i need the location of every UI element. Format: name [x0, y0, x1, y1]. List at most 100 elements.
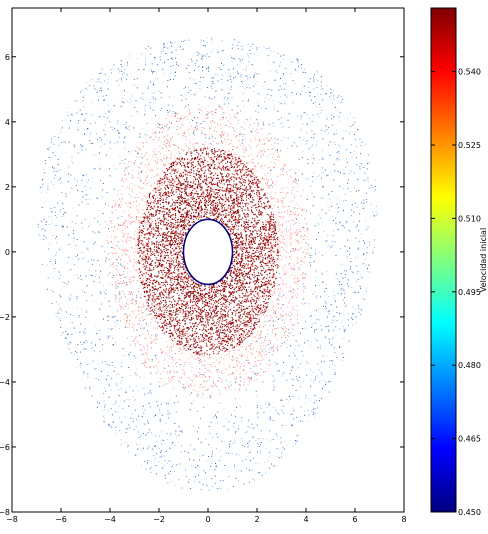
scatter-point	[279, 78, 282, 80]
scatter-point	[190, 370, 193, 372]
scatter-point	[131, 247, 133, 249]
scatter-point	[208, 69, 210, 71]
scatter-point	[139, 177, 141, 180]
scatter-point	[73, 178, 76, 180]
scatter-point	[256, 334, 258, 336]
scatter-point	[117, 68, 120, 70]
scatter-point	[330, 304, 332, 306]
scatter-point	[136, 329, 138, 331]
scatter-point	[102, 284, 104, 286]
scatter-point	[193, 116, 195, 118]
scatter-point	[243, 104, 246, 106]
scatter-point	[237, 47, 239, 50]
scatter-point	[219, 160, 221, 163]
scatter-point	[187, 87, 190, 89]
scatter-point	[359, 285, 361, 287]
scatter-point	[149, 269, 151, 271]
scatter-point	[255, 177, 257, 179]
scatter-point	[210, 120, 212, 122]
scatter-point	[262, 283, 264, 286]
scatter-point	[261, 474, 263, 476]
scatter-point	[76, 180, 78, 182]
scatter-point	[245, 138, 247, 140]
scatter-point	[188, 113, 190, 115]
scatter-point	[305, 395, 307, 397]
scatter-point	[105, 361, 107, 363]
scatter-point	[332, 89, 334, 92]
scatter-point	[296, 191, 299, 193]
scatter-point	[290, 200, 292, 203]
scatter-point	[149, 199, 151, 201]
scatter-point	[111, 212, 113, 214]
scatter-point	[343, 227, 346, 229]
scatter-point	[251, 309, 253, 311]
scatter-point	[307, 244, 309, 246]
scatter-point	[256, 119, 258, 121]
scatter-point	[194, 448, 196, 450]
scatter-point	[145, 241, 147, 243]
scatter-point	[145, 48, 147, 50]
scatter-point	[281, 246, 283, 248]
scatter-point	[261, 149, 264, 152]
scatter-point	[128, 386, 130, 388]
scatter-point	[176, 178, 178, 180]
scatter-point	[64, 337, 67, 339]
scatter-point	[302, 251, 304, 253]
scatter-point	[153, 416, 155, 418]
scatter-point	[204, 107, 206, 109]
scatter-point	[121, 306, 123, 308]
scatter-point	[212, 437, 214, 439]
scatter-point	[242, 92, 244, 94]
scatter-point	[205, 113, 207, 116]
scatter-point	[277, 327, 279, 329]
scatter-point	[167, 316, 169, 318]
scatter-point	[169, 447, 171, 449]
scatter-point	[97, 379, 100, 381]
scatter-point	[337, 278, 339, 280]
scatter-point	[113, 199, 115, 202]
scatter-point	[258, 351, 260, 353]
scatter-point	[192, 475, 194, 477]
scatter-point	[52, 235, 54, 237]
scatter-point	[190, 363, 192, 365]
scatter-point	[136, 368, 138, 371]
scatter-point	[167, 171, 169, 173]
scatter-point	[163, 429, 165, 431]
scatter-point	[309, 385, 312, 388]
scatter-point	[131, 176, 133, 179]
scatter-point	[154, 77, 157, 79]
scatter-point	[274, 142, 276, 144]
scatter-point	[160, 55, 162, 57]
scatter-point	[166, 124, 168, 126]
scatter-point	[303, 226, 305, 229]
scatter-point	[112, 328, 114, 330]
scatter-point	[249, 378, 251, 380]
scatter-point	[255, 363, 257, 365]
scatter-point	[43, 235, 45, 237]
scatter-point	[257, 331, 259, 333]
scatter-point	[264, 320, 266, 323]
scatter-point	[141, 251, 143, 253]
scatter-point	[199, 459, 201, 461]
scatter-point	[232, 349, 234, 351]
scatter-point	[162, 44, 164, 46]
scatter-point	[109, 305, 111, 307]
scatter-point	[314, 96, 316, 98]
scatter-point	[219, 402, 221, 404]
scatter-point	[135, 219, 137, 221]
scatter-point	[242, 169, 244, 171]
scatter-point	[230, 109, 232, 111]
scatter-point	[140, 350, 142, 352]
scatter-point	[133, 163, 136, 165]
scatter-point	[240, 110, 242, 112]
scatter-point	[214, 109, 216, 111]
scatter-point	[226, 141, 228, 144]
scatter-point	[68, 297, 70, 299]
scatter-point	[334, 300, 337, 302]
scatter-point	[258, 202, 260, 204]
scatter-point	[147, 345, 149, 347]
scatter-point	[157, 64, 159, 66]
scatter-point	[267, 134, 269, 136]
scatter-point	[298, 158, 300, 160]
scatter-point	[322, 158, 324, 160]
